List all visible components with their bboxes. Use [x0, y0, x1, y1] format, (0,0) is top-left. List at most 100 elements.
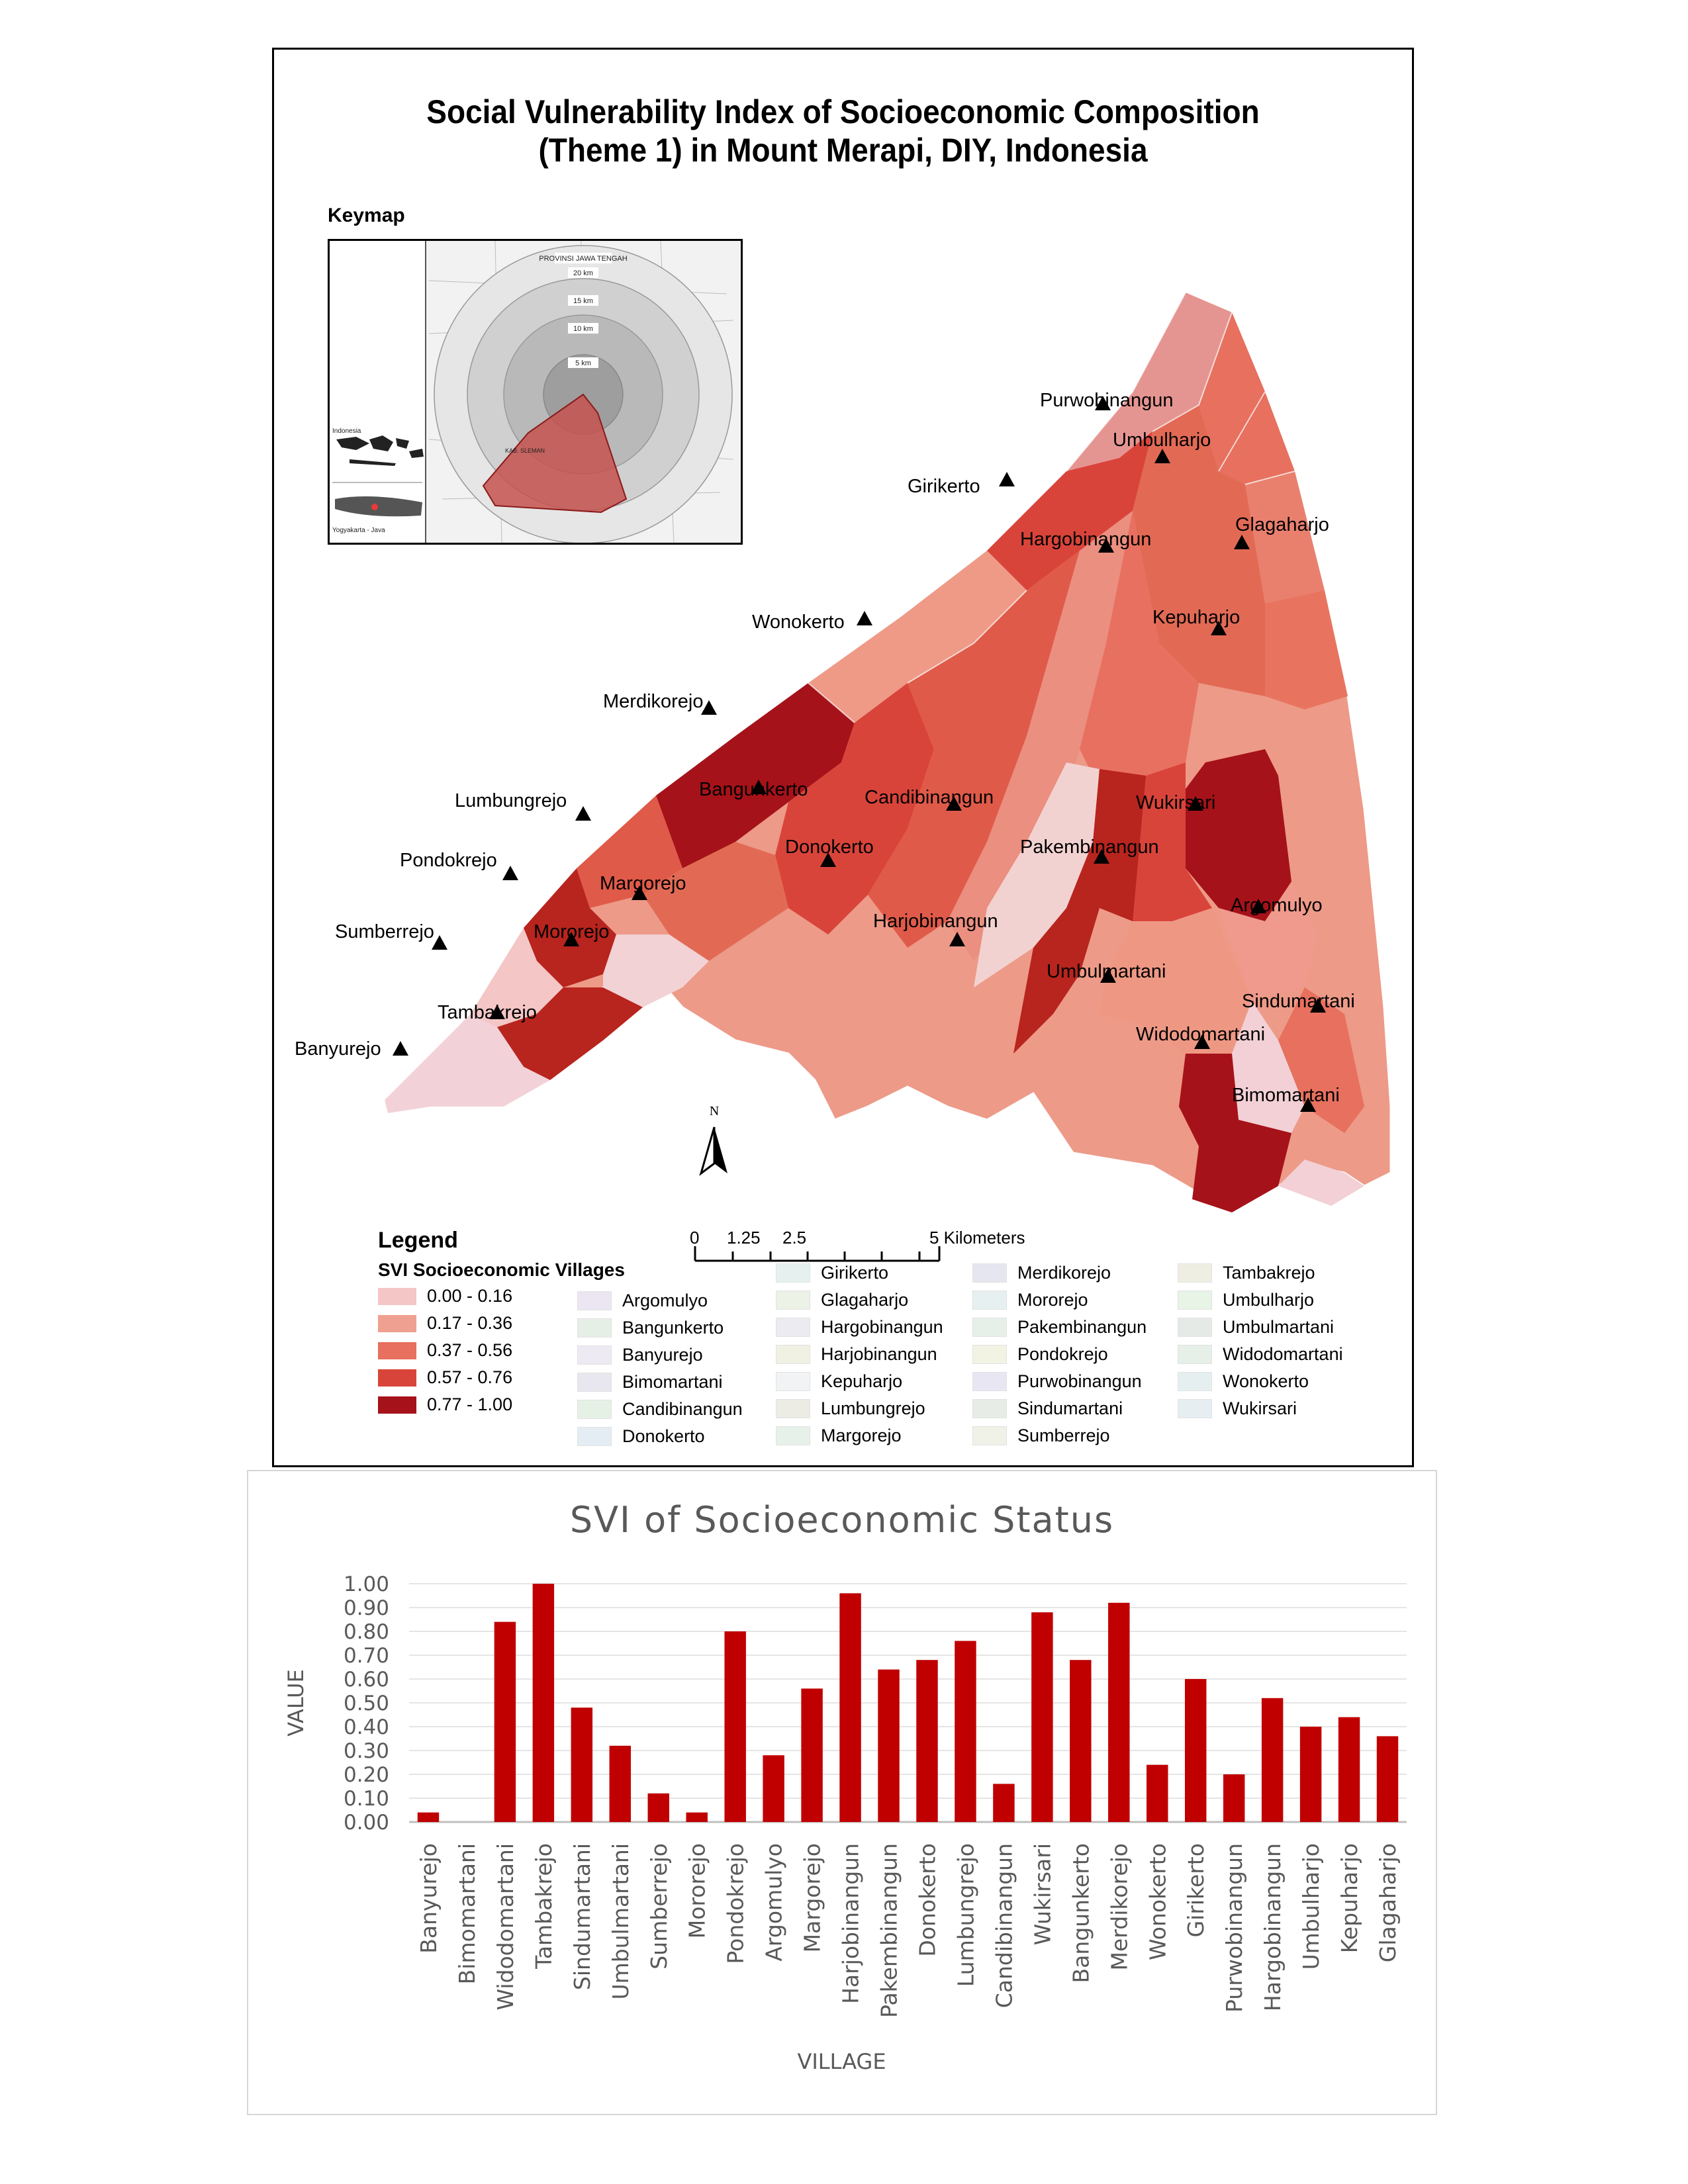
x-tick-label: Wonokerto	[1145, 1843, 1170, 1960]
legend-village-swatch	[577, 1291, 612, 1310]
village-marker-kepuharjo	[1211, 621, 1227, 635]
village-label-donokerto: Donokerto	[785, 837, 874, 858]
village-marker-merdikorejo	[701, 700, 717, 715]
legend-class-label: 0.57 - 0.76	[427, 1367, 513, 1387]
map-village-lumbungrejo	[577, 796, 682, 908]
x-tick-label: Glagaharjo	[1375, 1843, 1401, 1962]
map-village-umbulmartani	[1100, 908, 1252, 1054]
legend-village-pakembinangun: Pakembinangun	[972, 1317, 1147, 1338]
legend-village-label: Glagaharjo	[821, 1290, 909, 1310]
y-tick-label: 1.00	[344, 1572, 389, 1596]
study-area-polygon	[482, 393, 628, 514]
legend-village-label: Donokerto	[622, 1426, 705, 1446]
map-panel: Social Vulnerability Index of Socioecono…	[272, 48, 1414, 1467]
legend-swatch	[378, 1314, 416, 1332]
legend-village-pondokrejo: Pondokrejo	[972, 1344, 1108, 1365]
legend-village-label: Margorejo	[821, 1426, 902, 1445]
legend-village-label: Pondokrejo	[1017, 1344, 1108, 1364]
scale-tick-0: 0	[690, 1228, 699, 1248]
village-marker-margorejo	[632, 886, 647, 900]
map-village-hargobinangun	[1133, 405, 1265, 696]
map-village-pakembinangun	[1133, 762, 1212, 921]
legend-village-tambakrejo: Tambakrejo	[1178, 1263, 1315, 1283]
legend-village-argomulyo: Argomulyo	[577, 1291, 708, 1311]
keymap-20km-label: 20 km	[573, 269, 593, 277]
legend-class-label: 0.77 - 1.00	[427, 1394, 513, 1414]
x-tick-label: Lumbungrejo	[953, 1843, 978, 1987]
keymap-drawing: PROVINSI JAWA TENGAH 20 km 15 km 10 km 5…	[330, 241, 741, 543]
bar-sindumartani	[571, 1707, 593, 1822]
village-label-wukirsari: Wukirsari	[1136, 792, 1215, 813]
legend-village-swatch	[577, 1345, 612, 1365]
x-tick-label: Purwobinangun	[1221, 1843, 1247, 2013]
legend-village-swatch	[577, 1373, 612, 1392]
legend-village-swatch	[776, 1426, 810, 1445]
village-label-harjobinangun: Harjobinangun	[873, 911, 998, 932]
village-marker-lumbungrejo	[575, 806, 591, 821]
bar-pakembinangun	[878, 1669, 900, 1822]
y-tick-label: 0.80	[344, 1620, 389, 1644]
village-label-umbulharjo: Umbulharjo	[1113, 430, 1211, 451]
legend-village-label: Kepuharjo	[821, 1371, 903, 1391]
x-tick-label: Sumberrejo	[646, 1843, 672, 1970]
x-tick-label: Bimomartani	[454, 1843, 480, 1984]
x-tick-label: Umbulharjo	[1298, 1843, 1324, 1970]
map-village-argomulyo	[1219, 882, 1318, 1001]
village-marker-bangunkerto	[751, 780, 767, 794]
legend-village-swatch	[1178, 1372, 1212, 1391]
village-label-banyurejo: Banyurejo	[295, 1038, 381, 1060]
village-marker-argomulyo	[1250, 899, 1266, 913]
y-axis-label: VALUE	[283, 1669, 308, 1737]
map-village-widodomartani	[1179, 1054, 1291, 1212]
village-label-widodomartani: Widodomartani	[1136, 1024, 1265, 1045]
village-marker-pondokrejo	[502, 866, 518, 880]
x-tick-label: Banyurejo	[416, 1843, 442, 1954]
x-tick-label: Sindumartani	[569, 1843, 595, 1990]
legend-village-label: Umbulmartani	[1223, 1317, 1335, 1337]
bar-margorejo	[801, 1688, 823, 1822]
village-marker-pakembinangun	[1094, 849, 1109, 864]
village-marker-hargobinangun	[1098, 538, 1114, 553]
village-marker-umbulharjo	[1154, 449, 1170, 463]
legend-village-girikerto: Girikerto	[776, 1263, 888, 1283]
x-tick-label: Harjobinangun	[838, 1843, 864, 2004]
y-tick-label: 0.20	[344, 1763, 389, 1787]
scale-tick-1: 1.25	[727, 1228, 761, 1248]
legend-village-swatch	[577, 1427, 612, 1446]
village-label-argomulyo: Argomulyo	[1231, 895, 1323, 916]
village-marker-banyurejo	[393, 1041, 408, 1056]
legend-title: Legend	[378, 1228, 458, 1253]
legend-village-label: Harjobinangun	[821, 1344, 937, 1364]
legend-village-kepuharjo: Kepuharjo	[776, 1371, 902, 1392]
bar-purwobinangun	[1223, 1774, 1245, 1822]
legend-village-label: Bangunkerto	[622, 1318, 724, 1338]
map-title-line-1: Social Vulnerability Index of Socioecono…	[426, 93, 1260, 130]
keymap-left-panel	[330, 241, 426, 543]
legend-village-swatch	[776, 1263, 810, 1283]
map-village-umbulharjo	[1199, 312, 1295, 484]
y-tick-label: 0.00	[344, 1811, 389, 1835]
legend-village-swatch	[776, 1318, 810, 1337]
bar-widodomartani	[494, 1621, 516, 1822]
legend-village-mororejo: Mororejo	[972, 1290, 1088, 1310]
legend-village-wukirsari: Wukirsari	[1178, 1398, 1297, 1419]
x-axis-label: VILLAGE	[797, 2049, 886, 2074]
legend-village-swatch	[972, 1426, 1007, 1445]
legend-village-label: Merdikorejo	[1017, 1263, 1111, 1283]
legend-village-banyurejo: Banyurejo	[577, 1345, 703, 1365]
bar-tambakrejo	[532, 1584, 555, 1822]
map-village-merdikorejo	[656, 683, 855, 868]
scale-tick-3: 5 Kilometers	[929, 1228, 1025, 1248]
x-tick-label: Wukirsari	[1029, 1843, 1055, 1945]
legend-village-bimomartani: Bimomartani	[577, 1372, 723, 1392]
legend-village-label: Candibinangun	[622, 1399, 743, 1419]
legend-village-margorejo: Margorejo	[776, 1426, 902, 1446]
x-tick-label: Widodomartani	[492, 1843, 518, 2011]
map-title: Social Vulnerability Index of Socioecono…	[320, 93, 1366, 169]
map-village-widodomartani-light	[1232, 1001, 1305, 1133]
village-label-candibinangun: Candibinangun	[865, 787, 994, 808]
y-tick-label: 0.90	[344, 1596, 389, 1620]
legend-class-label: 0.37 - 0.56	[427, 1340, 513, 1360]
legend-village-swatch	[1178, 1399, 1212, 1418]
legend-village-label: Bimomartani	[622, 1372, 723, 1392]
